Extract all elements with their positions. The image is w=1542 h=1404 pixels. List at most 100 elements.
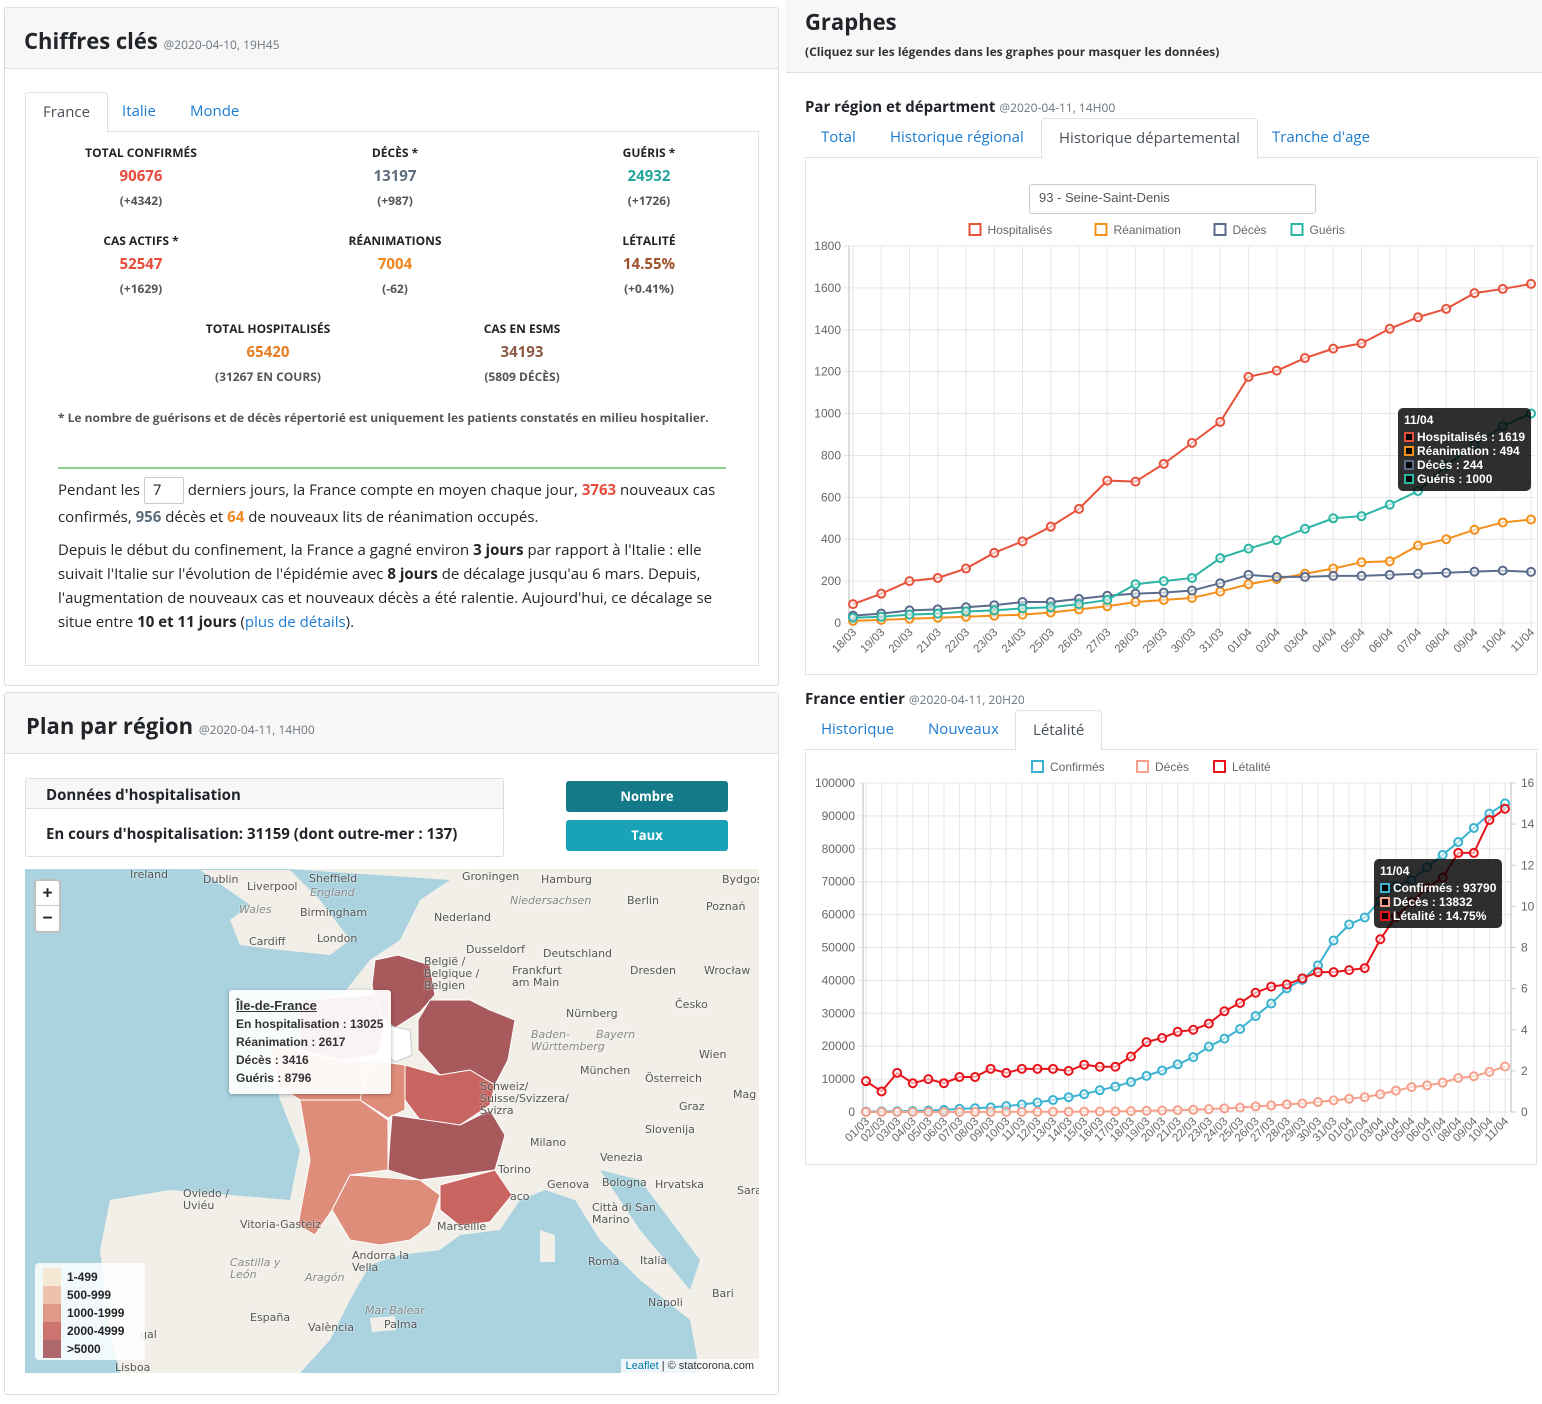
legend-swatch [1213,223,1227,236]
box-title: Données d'hospitalisation [26,779,503,809]
text: | © statcorona.com [658,1360,754,1372]
stat-label: GUÉRIS * [622,144,676,161]
data-point [1390,1085,1401,1096]
number: 956 [135,507,162,528]
data-point [1102,594,1113,605]
data-point [876,1106,887,1117]
data-point [1203,1104,1214,1115]
data-point [1125,1076,1136,1087]
tab[interactable]: Italie [122,101,156,121]
x-tick-label: 19/03 [859,627,888,656]
y2-tick-label: 4 [1521,1023,1528,1037]
days-input[interactable]: 7 [143,477,184,505]
tab[interactable]: Monde [190,101,240,121]
map-label: Venezia [600,1151,643,1164]
button[interactable]: Nombre [566,781,728,812]
tab[interactable]: Historique [821,719,895,739]
data-point [1079,1106,1090,1117]
data-point [1344,919,1355,930]
link[interactable]: Leaflet [625,1360,659,1372]
zoom-out[interactable]: − [42,906,53,930]
data-point [1328,967,1339,978]
section-title: Par région et départment @2020-04-11, 14… [805,97,1115,117]
data-point [1219,1006,1230,1017]
map-label: Oviedo / Uviéu [183,1187,229,1212]
map-label: Slovenija [645,1123,695,1136]
data-point [1219,1103,1230,1114]
map-label: Città di San Marino [592,1201,656,1226]
map-label: Italia [640,1254,668,1267]
y-tick-label: 90000 [822,809,856,823]
text: derniers jours, la France compte en moye… [183,480,582,500]
tab[interactable]: France [25,92,109,133]
stat-delta: (31267 EN COURS) [215,368,321,385]
map-label: Mar Balear [365,1304,425,1317]
tab[interactable]: Historique régional [890,127,1024,147]
text: décès et [161,507,228,528]
tab[interactable]: Historique départemental [1041,118,1258,159]
data-point [1300,353,1310,364]
map-label: Berlin [627,894,659,907]
graphs-subtitle: (Cliquez sur les légendes dans les graph… [805,43,1220,60]
data-point [1328,935,1339,946]
data-point [1063,1106,1074,1117]
text: de décalage jusqu'au 6 mars. Depuis, l'a… [58,564,713,632]
tab[interactable]: Tranche d'age [1272,127,1370,147]
y-tick-label: 0 [834,616,841,630]
map[interactable]: Ireland Dublin Liverpool Sheffield England Gr… [25,869,759,1373]
link[interactable]: plus de détails [244,612,346,632]
map-label: España [250,1311,291,1324]
select[interactable]: 93 - Seine-Saint-Denis [1029,184,1316,214]
tab[interactable]: Létalité [1015,710,1103,751]
data-point [1032,1097,1043,1108]
paragraph: Pendant les 7 derniers jours, la France … [58,477,733,530]
map-label: Česko [675,998,708,1011]
tab[interactable]: Nouveaux [928,719,999,739]
data-point [1453,1073,1464,1084]
data-point [1110,1081,1121,1092]
x-tick-label: 24/03 [1000,627,1029,656]
data-point [1328,513,1339,524]
y-tick-label: 100000 [815,776,855,790]
stat: LÉTALITÉ 14.55% (+0.41%) [529,232,769,297]
x-tick-label: 25/03 [1028,627,1057,656]
map-label: England [310,886,355,899]
zoom-in[interactable]: + [36,881,59,906]
x-tick-label: 30/03 [1169,627,1198,656]
button[interactable]: Taux [566,820,728,851]
title: Par région et départment [805,97,996,117]
stat-delta: (+4342) [119,192,163,209]
map-label: Dresden [630,964,676,977]
data-point [1172,1026,1183,1037]
stat-value: 14.55% [622,254,676,274]
data-point [1048,1106,1059,1117]
legend-swatch [1094,223,1108,236]
data-point [1172,1105,1183,1116]
data-point [1032,1106,1043,1117]
land [540,1230,555,1262]
data-point [1384,556,1395,567]
data-point [1157,1105,1168,1116]
x-tick-label: 04/04 [1311,626,1340,655]
legend-swatch [968,223,982,236]
bold: 3 jours [473,540,524,560]
data-point [892,1106,903,1117]
data-point [892,1067,903,1078]
data-point [1526,278,1536,289]
key-figures-card: Chiffres clés @2020-04-10, 19H45 France I… [4,7,779,686]
data-point [1094,1106,1105,1117]
tab[interactable]: Total [821,127,856,147]
x-tick-label: 01/04 [1226,626,1255,655]
map-label: België / Belgique / Belgien [424,955,480,992]
data-point [1094,1061,1105,1072]
stat: TOTAL HOSPITALISÉS 65420 (31267 EN COURS) [148,320,388,385]
data-point [1079,1089,1090,1100]
x-tick-label: 10/04 [1480,626,1509,655]
data-point [1188,1052,1199,1063]
tooltip-line: Confirmés : 93790 [1380,881,1496,895]
tooltip-line: Décès : 244 [1404,458,1525,472]
legend-swatch [1031,760,1044,773]
tab-bar: Historique Nouveaux Létalité [804,710,1538,751]
data-point [938,1078,949,1089]
data-point [923,1074,934,1085]
